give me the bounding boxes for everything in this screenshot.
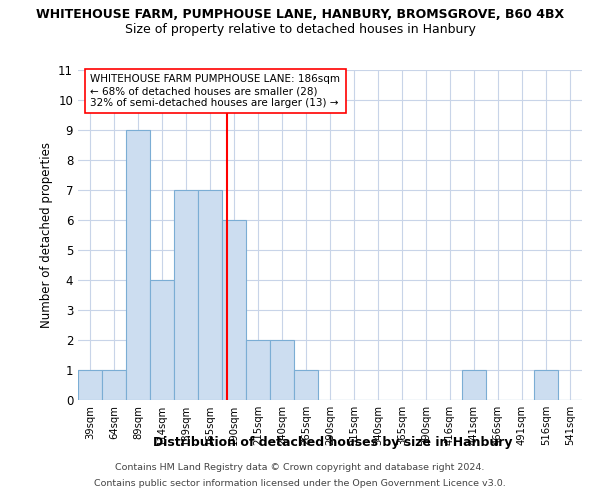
Bar — [126, 130, 150, 400]
Bar — [198, 190, 222, 400]
Bar — [78, 370, 102, 400]
Bar — [246, 340, 270, 400]
Bar — [150, 280, 174, 400]
Bar — [102, 370, 126, 400]
Y-axis label: Number of detached properties: Number of detached properties — [40, 142, 53, 328]
Bar — [462, 370, 486, 400]
Text: WHITEHOUSE FARM PUMPHOUSE LANE: 186sqm
← 68% of detached houses are smaller (28): WHITEHOUSE FARM PUMPHOUSE LANE: 186sqm ←… — [91, 74, 340, 108]
Text: Contains public sector information licensed under the Open Government Licence v3: Contains public sector information licen… — [94, 478, 506, 488]
Bar — [174, 190, 198, 400]
Text: Distribution of detached houses by size in Hanbury: Distribution of detached houses by size … — [153, 436, 513, 449]
Bar — [222, 220, 246, 400]
Text: WHITEHOUSE FARM, PUMPHOUSE LANE, HANBURY, BROMSGROVE, B60 4BX: WHITEHOUSE FARM, PUMPHOUSE LANE, HANBURY… — [36, 8, 564, 20]
Bar — [534, 370, 558, 400]
Bar — [294, 370, 318, 400]
Text: Size of property relative to detached houses in Hanbury: Size of property relative to detached ho… — [125, 22, 475, 36]
Text: Contains HM Land Registry data © Crown copyright and database right 2024.: Contains HM Land Registry data © Crown c… — [115, 464, 485, 472]
Bar — [270, 340, 294, 400]
